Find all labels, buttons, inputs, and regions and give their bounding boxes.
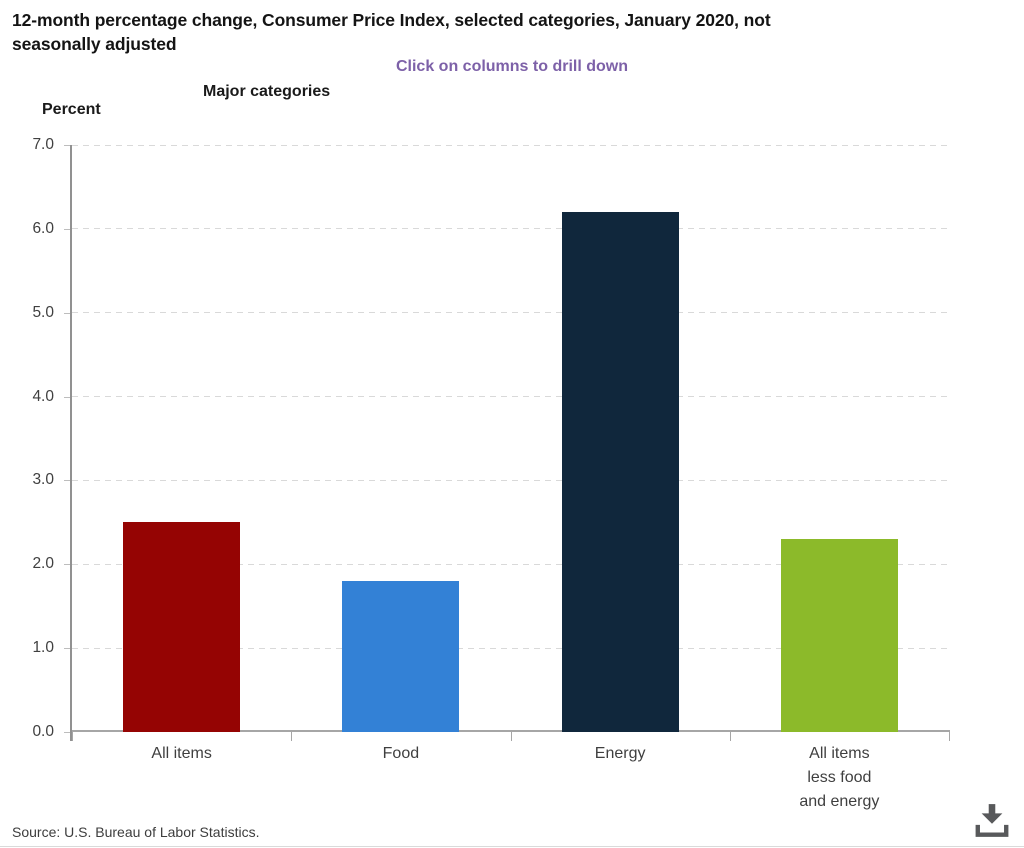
y-tick-mark [64,396,70,398]
x-axis-title: Major categories [203,83,331,100]
gridline-4.0 [72,396,949,398]
download-button[interactable] [971,802,1013,842]
drilldown-instruction: Click on columns to drill down [395,58,628,75]
gridline-5.0 [72,312,949,314]
x-boundary-tick [291,730,293,741]
x-category-label: Food [382,745,420,762]
gridline-1.0 [72,647,949,649]
y-axis-title: Percent [42,101,101,118]
source-note: Source: U.S. Bureau of Labor Statistics. [12,824,260,840]
gridline-6.0 [72,228,949,230]
x-boundary-tick [510,730,512,741]
y-tick-mark [64,312,70,314]
column-all-items-less-food-and-energy[interactable] [780,539,898,732]
y-tick-label: 0.0 [32,723,54,740]
column-all-items[interactable] [123,522,241,732]
y-tick-label: 4.0 [32,387,54,405]
y-tick-mark [64,145,70,146]
download-icon [975,804,1009,837]
gridline-7.0 [72,144,949,146]
x-boundary-tick [72,730,73,741]
x-category-label: Energy [594,745,646,762]
x-boundary-tick [949,730,950,741]
y-tick-label: 5.0 [32,303,54,321]
gridline-3.0 [72,479,949,481]
x-boundary-tick [729,730,731,741]
y-tick-label: 2.0 [32,555,54,573]
chart-title: 12-month percentage change, Consumer Pri… [12,10,771,54]
y-tick-mark [64,228,70,230]
y-tick-label: 6.0 [32,219,54,237]
x-category-label: All items less food and energy [799,745,880,810]
gridline-2.0 [72,563,949,565]
column-food[interactable] [342,581,460,732]
y-tick-label: 3.0 [32,471,54,489]
y-tick-mark [64,564,70,566]
y-tick-mark [64,732,70,733]
x-category-label: All items [151,745,212,762]
y-tick-label: 1.0 [32,639,54,657]
y-axis-line [70,145,72,741]
bottom-divider [0,846,1024,847]
y-tick-label: 7.0 [32,136,54,153]
y-tick-mark [64,480,70,482]
column-energy[interactable] [561,212,679,732]
y-tick-mark [64,648,70,650]
